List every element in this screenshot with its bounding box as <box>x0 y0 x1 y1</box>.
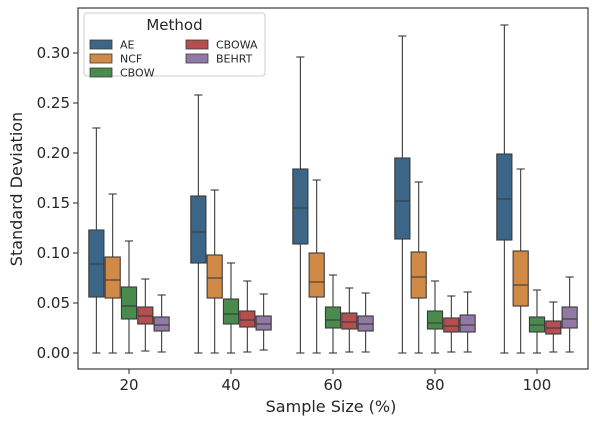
plot-area <box>77 7 589 370</box>
box <box>394 157 411 240</box>
box <box>120 286 138 320</box>
series-ncf <box>104 168 529 354</box>
series-cbowa <box>137 278 562 353</box>
legend-item-cbowa: CBOWA <box>185 39 258 52</box>
legend-label: AE <box>120 39 135 52</box>
box <box>410 251 427 299</box>
box <box>341 312 358 330</box>
box <box>255 315 272 331</box>
legend-item-behrt: BEHRT <box>185 53 253 66</box>
y-tick-label: 0.20 <box>37 144 70 162</box>
y-axis-title: Standard Deviation <box>7 112 26 266</box>
y-tick-label: 0.05 <box>37 294 70 312</box>
box <box>239 310 256 328</box>
box <box>190 195 207 264</box>
x-tick-label: 40 <box>221 376 240 394</box>
box <box>324 306 342 329</box>
series-cbow <box>120 240 546 354</box>
y-tick-label: 0.15 <box>37 194 70 212</box>
box <box>153 316 170 332</box>
legend-swatch <box>89 39 113 50</box>
box <box>222 298 240 325</box>
legend-label: CBOW <box>120 67 155 80</box>
legend-swatch <box>185 53 209 64</box>
y-tick-label: 0.00 <box>37 344 70 362</box>
x-axis-title: Sample Size (%) <box>266 397 397 416</box>
legend-item-ncf: NCF <box>89 53 142 66</box>
y-axis: 0.00 0.05 0.10 0.15 0.20 0.25 0.30 <box>37 44 78 362</box>
legend-label: BEHRT <box>216 53 253 66</box>
series-ae <box>88 24 513 354</box>
box <box>292 168 309 245</box>
box <box>496 153 513 241</box>
box <box>104 256 121 299</box>
box <box>512 250 529 307</box>
legend-item-cbow: CBOW <box>89 67 155 80</box>
box <box>459 314 476 333</box>
legend-label: NCF <box>120 53 142 66</box>
y-tick-label: 0.30 <box>37 44 70 62</box>
legend-swatch <box>89 53 113 64</box>
y-tick-label: 0.25 <box>37 94 70 112</box>
legend-title: Method <box>146 16 202 34</box>
box <box>561 306 578 329</box>
legend-frame <box>83 12 266 77</box>
box <box>308 252 325 298</box>
legend-swatch <box>89 67 113 78</box>
x-tick-label: 100 <box>523 376 552 394</box>
x-axis: 20 40 60 80 100 <box>119 369 551 394</box>
box <box>206 254 223 299</box>
x-tick-label: 80 <box>425 376 444 394</box>
legend-label: CBOWA <box>216 39 258 52</box>
x-tick-label: 20 <box>119 376 138 394</box>
series-behrt <box>153 276 578 353</box>
box <box>426 310 444 330</box>
legend-item-ae: AE <box>89 39 135 52</box>
x-tick-label: 60 <box>323 376 342 394</box>
box <box>443 317 460 333</box>
legend-swatch <box>185 39 209 50</box>
y-tick-label: 0.10 <box>37 244 70 262</box>
